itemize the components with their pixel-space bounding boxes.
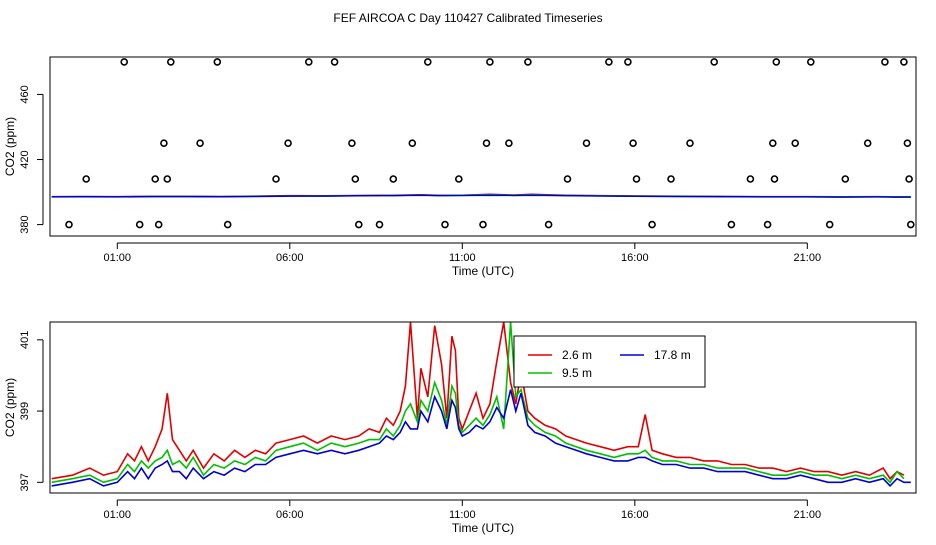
data-point xyxy=(120,58,128,66)
series-line-17-8-m xyxy=(51,389,911,488)
data-point xyxy=(389,175,398,183)
data-point xyxy=(284,139,292,147)
data-point xyxy=(727,220,736,229)
data-point xyxy=(160,139,168,147)
legend-label-2-6-m: 2.6 m xyxy=(562,348,592,362)
data-point xyxy=(632,175,641,183)
x-tick-label: 06:00 xyxy=(276,509,304,521)
data-point xyxy=(272,175,280,183)
data-point xyxy=(151,175,159,183)
x-tick-label: 01:00 xyxy=(104,509,132,521)
y-tick-label: 380 xyxy=(19,215,31,233)
data-point xyxy=(624,58,632,66)
data-point xyxy=(213,58,222,66)
y-tick-label: 397 xyxy=(19,473,31,491)
data-point xyxy=(582,139,591,147)
data-point xyxy=(135,220,144,229)
data-point xyxy=(524,58,532,66)
data-point xyxy=(408,139,417,147)
x-tick-label: 11:00 xyxy=(449,509,476,521)
data-point xyxy=(354,220,363,229)
data-point xyxy=(441,220,449,229)
data-point xyxy=(505,139,513,147)
series-line-9-5-m xyxy=(51,321,905,484)
data-point xyxy=(629,139,637,147)
y-tick-label: 420 xyxy=(19,150,31,168)
data-point xyxy=(563,175,572,183)
data-point xyxy=(841,175,850,183)
x-axis-label: Time (UTC) xyxy=(452,264,514,278)
data-point xyxy=(806,58,815,66)
y-axis-label: CO2 (ppm) xyxy=(3,117,17,176)
data-point xyxy=(330,58,339,66)
data-point xyxy=(196,139,204,147)
data-point xyxy=(454,175,463,183)
data-point xyxy=(772,58,781,66)
data-point xyxy=(348,139,356,147)
data-point xyxy=(710,58,719,66)
x-tick-label: 06:00 xyxy=(276,252,304,264)
data-point xyxy=(479,220,487,229)
x-axis-label: Time (UTC) xyxy=(452,521,514,535)
chart-title: FEF AIRCOA C Day 110427 Calibrated Times… xyxy=(333,11,602,25)
x-tick-label: 01:00 xyxy=(104,252,132,264)
data-point xyxy=(544,220,553,229)
data-point xyxy=(825,220,834,229)
data-point xyxy=(223,220,232,229)
data-point xyxy=(763,220,772,229)
data-point xyxy=(65,220,73,229)
x-tick-label: 16:00 xyxy=(621,252,649,264)
data-point xyxy=(423,58,432,66)
legend-label-9-5-m: 9.5 m xyxy=(562,366,592,380)
data-point xyxy=(163,175,172,183)
data-point xyxy=(167,58,175,66)
data-point xyxy=(791,139,800,147)
data-point xyxy=(304,58,313,66)
data-point xyxy=(906,220,915,229)
data-point xyxy=(903,139,912,147)
data-point xyxy=(770,175,779,183)
data-point xyxy=(900,58,908,66)
data-point xyxy=(863,139,872,147)
x-tick-label: 21:00 xyxy=(794,252,822,264)
data-point xyxy=(746,175,755,183)
series-line-17-8-m xyxy=(51,194,911,198)
data-point xyxy=(482,139,491,147)
data-point xyxy=(667,175,675,183)
y-axis-label: CO2 (ppm) xyxy=(3,378,17,437)
data-point xyxy=(351,175,360,183)
legend: 2.6 m 9.5 m 17.8 m xyxy=(513,335,706,388)
data-point xyxy=(881,58,889,66)
data-point xyxy=(486,58,494,66)
y-tick-label: 399 xyxy=(19,402,31,420)
x-tick-label: 11:00 xyxy=(449,252,476,264)
y-tick-label: 460 xyxy=(19,85,31,103)
x-tick-label: 21:00 xyxy=(794,509,822,521)
series-line-2-6-m xyxy=(51,321,905,480)
bottom-panel: 01:00 06:00 11:00 16:00 21:00 Time (UTC) 397 39… xyxy=(3,321,917,535)
data-point xyxy=(82,175,90,183)
data-point xyxy=(375,220,384,229)
data-point xyxy=(905,175,913,183)
x-tick-label: 16:00 xyxy=(621,509,649,521)
data-point xyxy=(768,139,777,147)
data-point xyxy=(154,220,163,229)
y-tick-label: 401 xyxy=(19,331,31,349)
data-point xyxy=(686,139,694,147)
data-point xyxy=(648,220,656,229)
legend-box xyxy=(513,335,706,388)
legend-label-17-8-m: 17.8 m xyxy=(654,348,691,362)
top-panel: 01:00 06:00 11:00 16:00 21:00 Time (UTC) 380 42… xyxy=(3,56,917,278)
data-point xyxy=(605,58,613,66)
plot-frame xyxy=(49,56,917,237)
plot-frame xyxy=(49,321,917,494)
